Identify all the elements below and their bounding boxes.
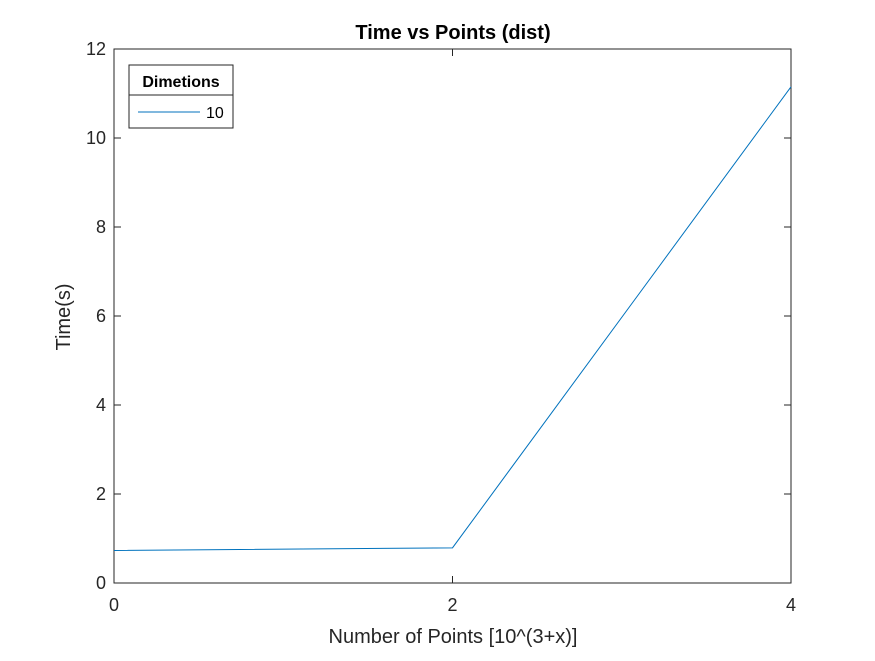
x-axis-label: Number of Points [10^(3+x)] [329,626,578,648]
x-tick-label: 4 [786,595,796,615]
legend-title: Dimetions [142,74,219,91]
y-tick-label: 2 [96,484,106,504]
y-tick-label: 4 [96,395,106,415]
legend: Dimetions 10 [128,64,234,129]
y-tick-label: 10 [86,128,106,148]
legend-entry-10: 10 [206,105,224,122]
x-tick-label: 2 [447,595,457,615]
legend-box [128,64,234,129]
y-tick-label: 12 [86,39,106,59]
y-tick-label: 0 [96,573,106,593]
y-axis-label: Time(s) [53,283,75,350]
y-tick-label: 6 [96,306,106,326]
x-tick-label: 0 [109,595,119,615]
series-line-10 [113,86,792,552]
series-layer [113,86,792,552]
y-tick-label: 8 [96,217,106,237]
axes: 0 2 4 0 2 4 6 8 10 12 [86,39,796,615]
chart-title: Time vs Points (dist) [355,22,550,44]
